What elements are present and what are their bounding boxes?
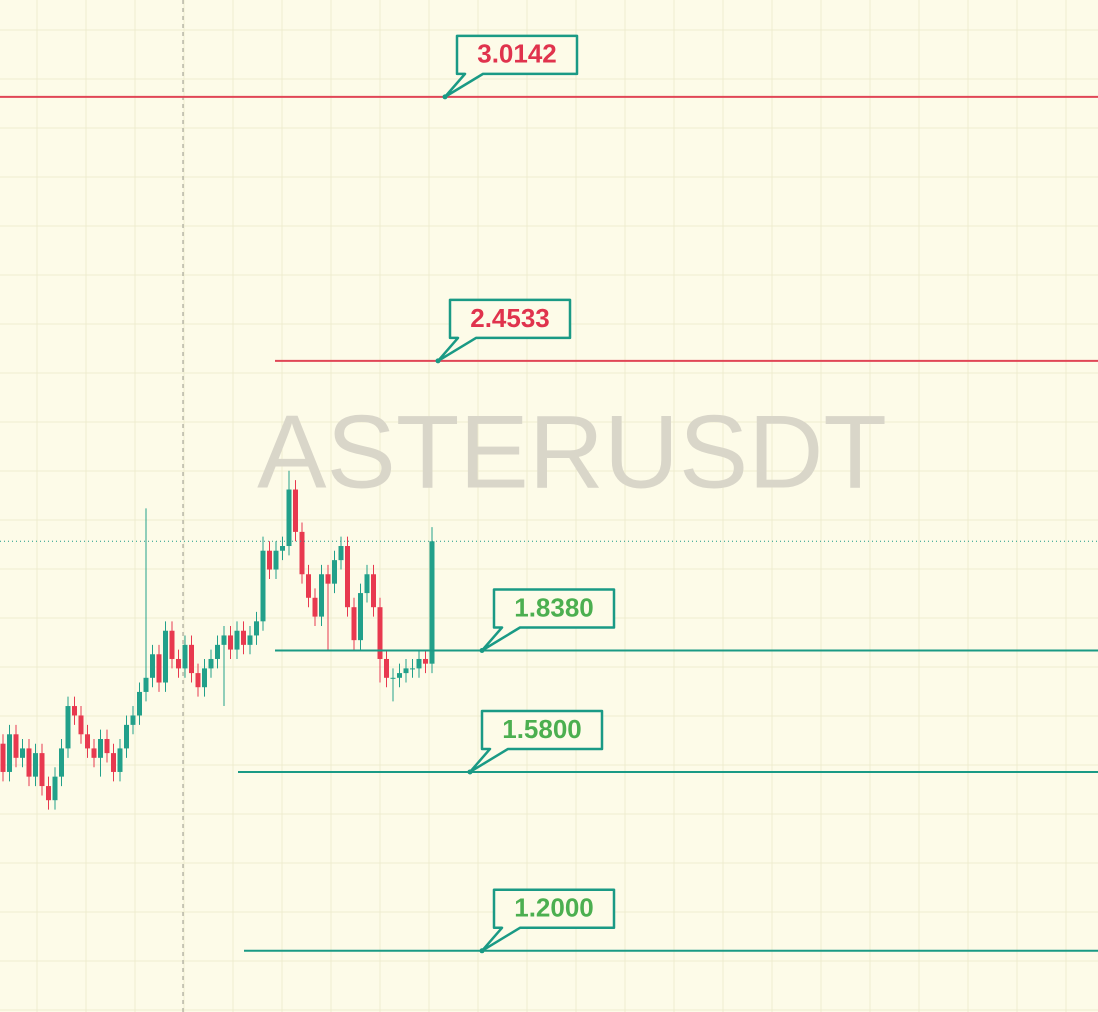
candle-body (280, 546, 285, 551)
candle-body (312, 597, 318, 617)
candle-body (208, 658, 214, 669)
candle-body (65, 706, 71, 749)
candle-body (338, 546, 344, 561)
level-callout (468, 709, 604, 774)
watermark: ASTERUSDT (257, 394, 887, 510)
candle-body (306, 574, 311, 598)
level-anchor (479, 948, 485, 954)
candle-body (33, 753, 38, 777)
candle-body (267, 550, 272, 570)
candle-body (273, 550, 279, 570)
candle-body (364, 574, 370, 594)
candle-body (358, 593, 363, 641)
candle-body (325, 574, 331, 584)
candle-body (46, 786, 51, 801)
candle-body (0, 743, 6, 772)
level-anchor (442, 94, 448, 100)
candle-body (169, 630, 175, 659)
candle-body (85, 734, 90, 749)
candle-body (39, 753, 45, 787)
candle-body (7, 734, 12, 772)
candle-body (111, 753, 116, 772)
level-label: 1.5800 (502, 714, 582, 744)
level-callout (480, 588, 616, 652)
candle-body (143, 677, 149, 692)
candle-body (319, 574, 324, 617)
candle-body (189, 644, 194, 674)
candle-body (104, 738, 110, 754)
candle-body (163, 630, 168, 683)
candle-body (234, 630, 240, 650)
candle-body (20, 748, 25, 758)
level-callout (436, 298, 572, 363)
candle-body (124, 724, 129, 749)
candle-body (345, 546, 350, 608)
candle-body (299, 531, 305, 575)
candle-body (390, 677, 396, 679)
level-label: 3.0142 (477, 39, 557, 69)
candle-body (130, 715, 136, 725)
candle-body (221, 635, 227, 645)
candle-body (254, 621, 259, 636)
candle-body (13, 734, 19, 758)
level-label: 1.2000 (514, 893, 594, 923)
candle-body (384, 658, 389, 678)
candle-body (332, 560, 337, 584)
level-anchor (467, 769, 473, 775)
candle-body (137, 691, 142, 716)
candle-body (247, 635, 253, 645)
candle-body (293, 489, 298, 532)
candle-body (202, 668, 207, 688)
candle-body (377, 607, 383, 659)
candle-body (117, 748, 123, 772)
candle-body (59, 748, 64, 777)
level-callout (443, 34, 579, 99)
level-label: 2.4533 (470, 303, 550, 333)
candle-body (429, 541, 435, 664)
level-callout (480, 888, 616, 953)
candle-body (182, 644, 188, 669)
level-anchor (435, 358, 441, 364)
candle-body (52, 776, 58, 801)
candle-body (351, 607, 357, 641)
candle-body (195, 673, 201, 688)
candle-body (416, 658, 422, 669)
candle-body (286, 489, 292, 547)
candle-body (150, 654, 155, 678)
candle-body (98, 738, 103, 758)
candle-body (156, 654, 162, 683)
candle-body (371, 574, 376, 608)
level-label: 1.8380 (514, 592, 594, 622)
candle-body (403, 668, 409, 674)
candle-body (176, 658, 181, 669)
candle-body (26, 748, 32, 777)
level-anchor (479, 648, 485, 654)
candle-body (241, 630, 246, 645)
candle-body (397, 673, 402, 678)
candle-body (215, 644, 220, 659)
candle-body (423, 658, 428, 664)
candle-body (260, 550, 266, 622)
candle-body (228, 635, 233, 650)
candle-body (72, 706, 77, 716)
candle-body (410, 668, 415, 670)
candle-body (91, 748, 97, 758)
candle-body (78, 715, 84, 735)
